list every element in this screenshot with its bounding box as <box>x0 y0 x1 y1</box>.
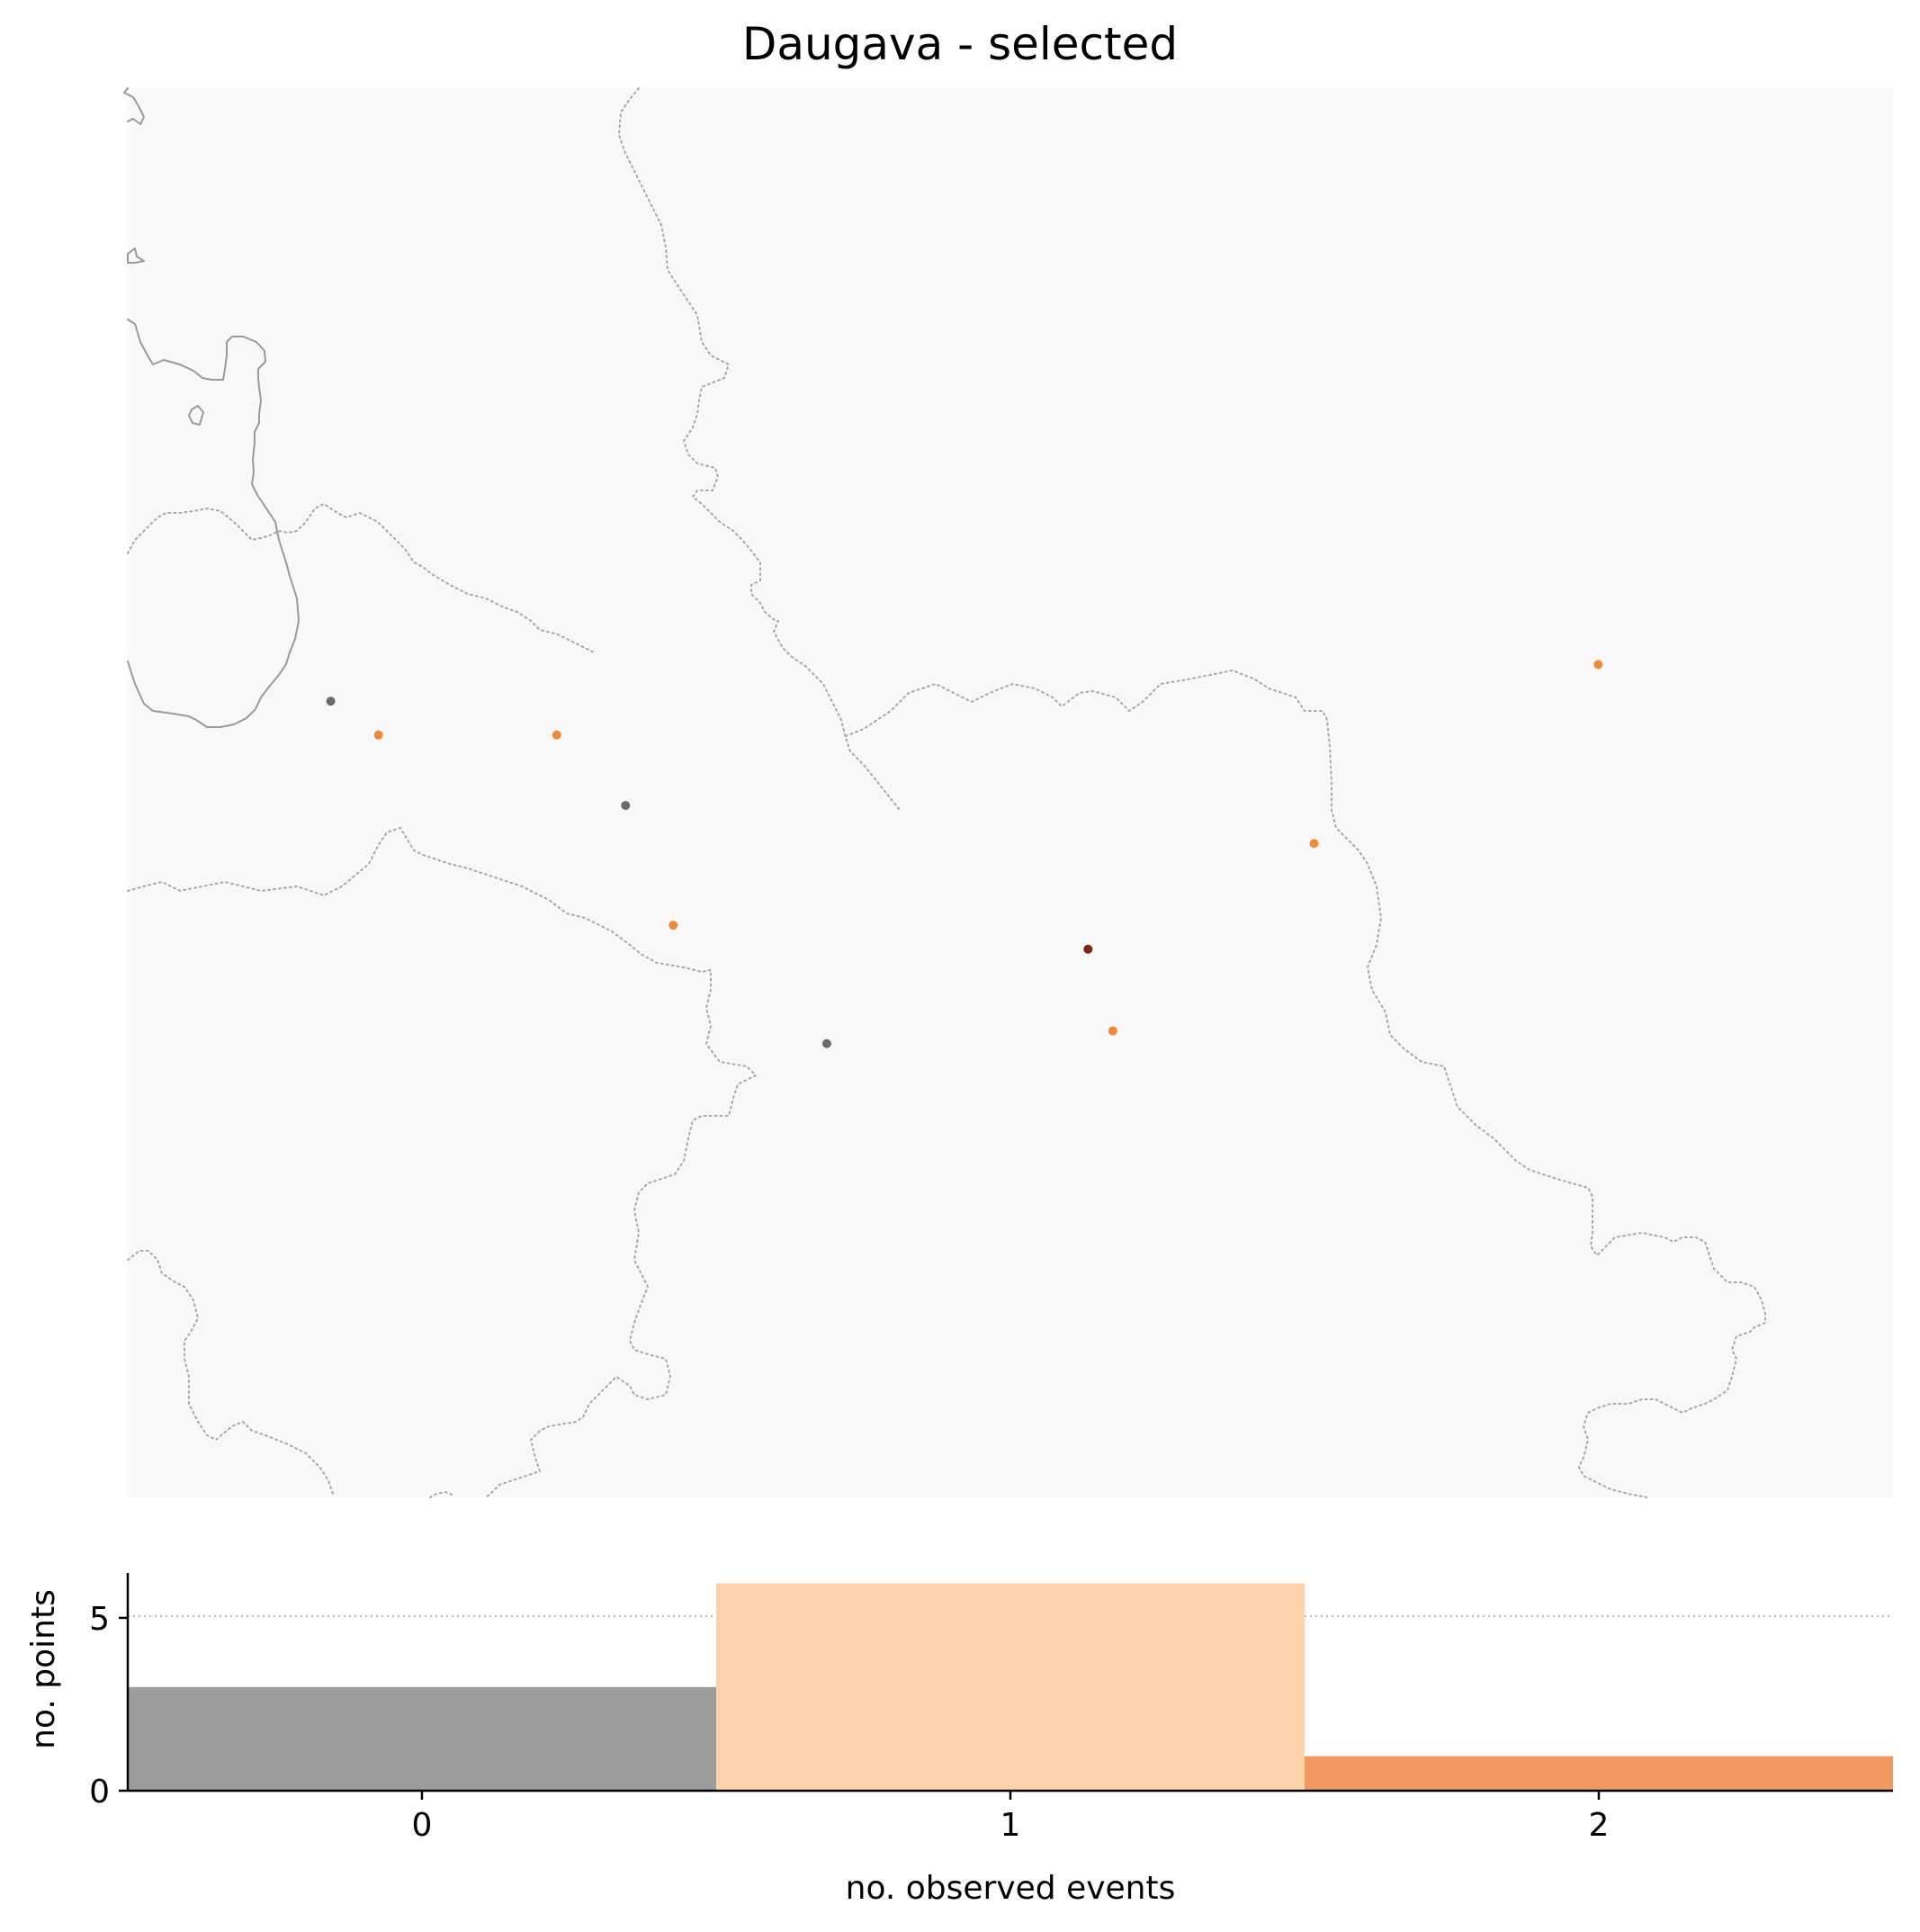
borders <box>127 87 1766 1498</box>
map-point <box>668 921 678 930</box>
x-tick-label: 1 <box>1000 1807 1021 1844</box>
map-point <box>1108 1026 1117 1036</box>
map-background <box>128 88 1893 1497</box>
map-outlines <box>123 87 1766 1498</box>
histogram-bar <box>716 1583 1305 1791</box>
coastline-fragment-small <box>127 247 145 264</box>
border-east <box>845 669 1766 1498</box>
histogram-bars <box>128 1583 1893 1791</box>
chart-title: Daugava - selected <box>742 18 1178 70</box>
x-tick-label: 2 <box>1589 1807 1610 1844</box>
y-tick-label: 0 <box>89 1774 110 1811</box>
map-point <box>1309 839 1319 849</box>
histogram-ticks: 0 1 2 0 5 <box>89 1601 1609 1844</box>
y-axis-label: no. points <box>25 1589 62 1749</box>
border-west <box>127 503 595 653</box>
histogram-bar <box>128 1686 716 1791</box>
map-points <box>326 660 1603 1048</box>
map-panel <box>123 87 1893 1498</box>
coastline-fragment-top <box>123 87 145 125</box>
border-south-small <box>429 1491 455 1498</box>
border-north <box>618 87 901 811</box>
map-point <box>326 696 336 706</box>
map-point <box>621 801 631 811</box>
map-point <box>373 730 383 740</box>
coastline <box>127 319 300 728</box>
border-central <box>127 827 757 1498</box>
map-point <box>821 1038 831 1048</box>
map-point <box>552 730 561 740</box>
border-southwest <box>127 1250 334 1495</box>
x-tick-label: 0 <box>412 1807 433 1844</box>
histogram-panel: 0 1 2 0 5 no. observed events no. points <box>25 1573 1893 1907</box>
map-point <box>1083 944 1093 954</box>
coastline-island <box>188 405 204 426</box>
map-point <box>1593 660 1603 669</box>
histogram-bar <box>1305 1756 1893 1791</box>
x-axis-label: no. observed events <box>846 1870 1176 1907</box>
y-tick-label: 5 <box>89 1601 110 1638</box>
